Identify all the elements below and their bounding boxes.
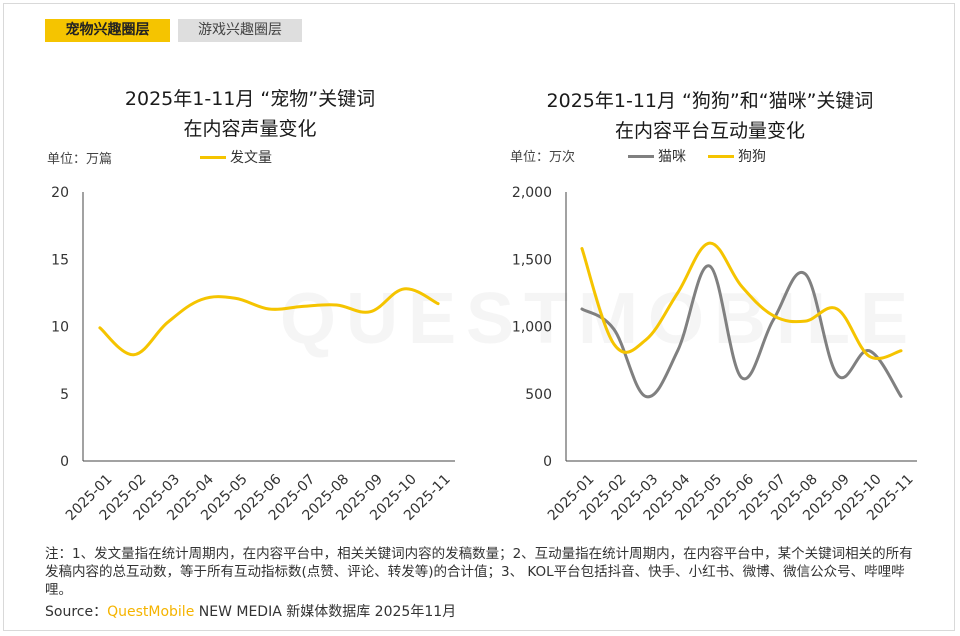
legend-swatch-cat [628, 154, 654, 158]
right-series-1-point [772, 314, 775, 317]
right-y-tick-label: 2,000 [512, 185, 552, 201]
source-brand: QuestMobile [107, 604, 195, 620]
right-series-0-point [804, 273, 807, 276]
left-series-0-point [369, 310, 372, 313]
source-suffix: NEW MEDIA 新媒体数据库 2025年11月 [194, 604, 457, 620]
right-unit-label: 单位：万次 [510, 150, 576, 165]
left-y-tick-label: 0 [60, 454, 69, 470]
left-series-0-point [98, 326, 101, 329]
right-series-0-point [612, 328, 615, 331]
tab-pet-interest[interactable]: 宠物兴趣圈层 [45, 19, 170, 42]
source-prefix: Source： [45, 604, 108, 620]
legend-label-posts: 发文量 [230, 150, 272, 166]
left-series-0-point [403, 287, 406, 290]
right-series-0-line [580, 264, 903, 399]
right-series-1-point [644, 338, 647, 341]
legend-swatch-dog [708, 154, 734, 158]
left-series-0-point [301, 305, 304, 308]
left-y-tick-label: 5 [60, 387, 69, 403]
right-series-1-point [676, 291, 679, 294]
legend-label-cat: 猫咪 [658, 149, 686, 165]
right-series-0-point [676, 349, 679, 352]
right-series-0-point [708, 264, 711, 267]
right-y-tick-label: 1,000 [512, 320, 552, 336]
right-series-1-point [804, 320, 807, 323]
right-series-1-point [708, 242, 711, 245]
right-series-0-point [900, 395, 903, 398]
left-legend: 发文量 [200, 147, 272, 167]
left-unit-label: 单位：万篇 [47, 152, 113, 167]
right-legend: 猫咪 狗狗 [628, 146, 766, 166]
right-series-1-point [612, 342, 615, 345]
left-series-0-point [200, 298, 203, 301]
left-series-0-point [166, 321, 169, 324]
left-chart-title: 2025年1-11月 “宠物”关键词 在内容声量变化 [90, 84, 410, 144]
left-series-0-point [132, 353, 135, 356]
right-y-tick-label: 500 [525, 387, 552, 403]
legend-label-dog: 狗狗 [738, 149, 766, 165]
left-series-0-point [268, 308, 271, 311]
left-y-tick-label: 20 [51, 185, 69, 201]
source-line: Source：QuestMobile NEW MEDIA 新媒体数据库 2025… [45, 601, 456, 621]
right-y-tick-label: 0 [543, 454, 552, 470]
right-series-1-point [836, 308, 839, 311]
left-series-0-point [335, 303, 338, 306]
left-y-tick-label: 15 [51, 252, 69, 268]
left-chart-title-line2: 在内容声量变化 [183, 118, 317, 140]
right-chart-title-line2: 在内容平台互动量变化 [614, 120, 805, 142]
right-series-0-point [836, 373, 839, 376]
right-series-0-point [580, 308, 583, 311]
right-series-1-line [580, 241, 903, 361]
page-frame [3, 3, 955, 631]
right-series-0-point [868, 349, 871, 352]
right-series-1-point [900, 349, 903, 352]
right-series-1-point [740, 285, 743, 288]
right-series-0-point [644, 395, 647, 398]
left-series-0-line [98, 287, 440, 357]
right-chart-title: 2025年1-11月 “狗狗”和“猫咪”关键词 在内容平台互动量变化 [520, 86, 900, 146]
footnote: 注：1、发文量指在统计周期内，在内容平台中，相关关键词内容的发稿数量；2、互动量… [45, 546, 913, 598]
left-series-0-point [437, 302, 440, 305]
right-series-1-point [580, 247, 583, 250]
left-chart-title-line1: 2025年1-11月 “宠物”关键词 [124, 88, 376, 110]
right-series-1-point [868, 355, 871, 358]
right-series-0-point [740, 376, 743, 379]
tab-game-interest[interactable]: 游戏兴趣圈层 [178, 19, 302, 42]
right-chart-title-line1: 2025年1-11月 “狗狗”和“猫咪”关键词 [546, 90, 874, 112]
legend-swatch-posts [200, 155, 226, 159]
left-series-0-point [234, 297, 237, 300]
right-line-chart: 05001,0001,5002,0002025-012025-022025-03… [512, 185, 917, 524]
left-y-tick-label: 10 [51, 320, 69, 336]
left-line-chart: 051015202025-012025-022025-032025-042025… [51, 185, 455, 524]
right-series-0-point [772, 318, 775, 321]
right-y-tick-label: 1,500 [512, 252, 552, 268]
